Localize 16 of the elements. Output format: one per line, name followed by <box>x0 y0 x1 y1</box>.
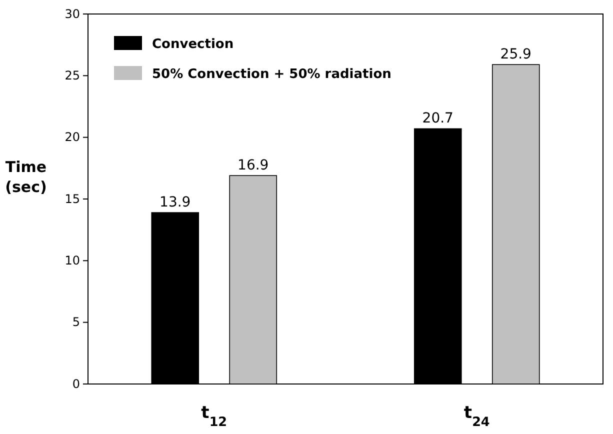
data-label: 25.9 <box>500 46 532 63</box>
y-tick-label: 15 <box>64 192 80 206</box>
x-tick-label: t$_{24}$ <box>464 403 490 430</box>
data-label: 16.9 <box>238 158 269 174</box>
y-tick-label: 0 <box>72 376 80 391</box>
legend-label: 50% Convection + 50% radiation <box>152 67 392 82</box>
y-tick-label: 25 <box>64 68 80 83</box>
y-axis-title: Time (sec) <box>5 158 47 196</box>
legend-label: Convection <box>152 37 234 52</box>
data-label: 13.9 <box>160 194 191 211</box>
x-tick-label: t$_{12}$ <box>201 403 228 430</box>
y-tick-label: 30 <box>64 6 80 21</box>
y-tick-label: 5 <box>72 315 80 330</box>
data-label: 20.7 <box>422 110 454 127</box>
y-tick-label: 10 <box>64 254 80 268</box>
y-tick-label: 20 <box>64 130 80 144</box>
